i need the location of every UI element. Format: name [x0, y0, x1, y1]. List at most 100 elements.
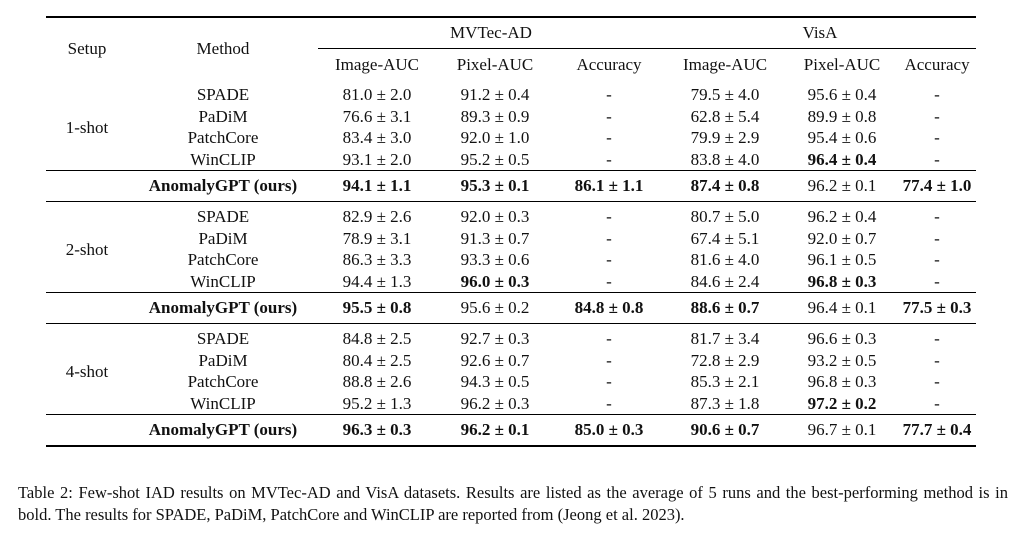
- value-cell: -: [606, 350, 612, 370]
- table-row: WinCLIP 94.4 ± 1.3 96.0 ± 0.3 - 84.6 ± 2.4 96…: [46, 271, 976, 293]
- method-cell: PaDiM: [198, 350, 248, 370]
- value-cell: -: [898, 323, 977, 350]
- value-cell: 96.2 ± 0.1: [786, 170, 899, 202]
- value-cell: 96.2 ± 0.4: [786, 201, 899, 228]
- value-cell: -: [554, 201, 665, 228]
- value-cell: -: [606, 128, 612, 148]
- header-method: Method: [128, 16, 318, 80]
- value-cell: 95.2 ± 0.5: [460, 149, 530, 169]
- value-cell: 81.6 ± 4.0: [690, 250, 760, 270]
- value-cell: 92.0 ± 1.0: [460, 128, 530, 148]
- value-cell: 77.5 ± 0.3: [898, 292, 977, 324]
- value-cell: -: [934, 350, 940, 370]
- value-cell: 95.6 ± 0.2: [436, 292, 554, 324]
- value-cell: 86.1 ± 1.1: [554, 170, 665, 202]
- value-cell: -: [606, 228, 612, 248]
- value-cell: 95.4 ± 0.6: [807, 128, 877, 148]
- method-cell: AnomalyGPT (ours): [128, 170, 318, 202]
- value-cell: -: [934, 106, 940, 126]
- value-cell: -: [934, 393, 940, 413]
- method-cell: SPADE: [196, 85, 250, 105]
- value-cell: 79.5 ± 4.0: [690, 85, 760, 105]
- value-cell: 96.8 ± 0.3: [807, 372, 877, 392]
- table-row-ours: AnomalyGPT (ours) 94.1 ± 1.1 95.3 ± 0.1 86.…: [46, 170, 977, 202]
- value-cell: 96.2 ± 0.1: [436, 414, 554, 447]
- value-cell: -: [934, 149, 940, 169]
- value-cell: -: [934, 85, 940, 105]
- value-cell: 67.4 ± 5.1: [690, 228, 760, 248]
- results-table: Setup Method MVTec-AD VisA Image-AUC Pix…: [46, 16, 977, 447]
- value-cell: 95.6 ± 0.4: [807, 85, 877, 105]
- value-cell: -: [934, 271, 940, 291]
- value-cell: 96.4 ± 0.1: [786, 292, 899, 324]
- value-cell: -: [934, 228, 940, 248]
- value-cell: 91.2 ± 0.4: [460, 85, 530, 105]
- value-cell: 89.9 ± 0.8: [807, 106, 877, 126]
- value-cell: 96.8 ± 0.3: [807, 271, 877, 291]
- value-cell: 72.8 ± 2.9: [690, 350, 760, 370]
- header-metric: Pixel-AUC: [803, 54, 881, 74]
- setup-cell-empty: [46, 170, 128, 202]
- table-row: PatchCore 88.8 ± 2.6 94.3 ± 0.5 - 85.3 ± 2.1…: [46, 371, 976, 393]
- method-cell: SPADE: [128, 201, 318, 228]
- table-row: 4-shot SPADE 84.8 ± 2.5 92.7 ± 0.3-81.7 ± 3…: [46, 323, 977, 415]
- value-cell: 62.8 ± 5.4: [690, 106, 760, 126]
- value-cell: 87.4 ± 0.8: [664, 170, 787, 202]
- method-cell: PatchCore: [187, 250, 259, 270]
- value-cell: -: [934, 372, 940, 392]
- value-cell: 92.7 ± 0.3: [436, 323, 554, 350]
- table-row: WinCLIP 93.1 ± 2.0 95.2 ± 0.5 - 83.8 ± 4.0 96…: [46, 149, 976, 171]
- value-cell: 85.0 ± 0.3: [554, 414, 665, 447]
- method-cell: AnomalyGPT (ours): [128, 292, 318, 324]
- value-cell: -: [934, 250, 940, 270]
- value-cell: -: [606, 250, 612, 270]
- value-cell: 93.2 ± 0.5: [807, 350, 877, 370]
- table-row: PaDiM 76.6 ± 3.1 89.3 ± 0.9 - 62.8 ± 5.4 89.9…: [46, 106, 976, 128]
- value-cell: 81.7 ± 3.4: [664, 323, 787, 350]
- header-metric: Image-AUC: [334, 54, 420, 74]
- setup-cell-empty: [46, 292, 128, 324]
- value-cell: 79.9 ± 2.9: [690, 128, 760, 148]
- value-cell: 85.3 ± 2.1: [690, 372, 760, 392]
- value-cell: 82.9 ± 2.6: [318, 201, 436, 228]
- value-cell: 93.3 ± 0.6: [460, 250, 530, 270]
- value-cell: 84.8 ± 2.5: [318, 323, 436, 350]
- value-cell: 86.3 ± 3.3: [342, 250, 412, 270]
- value-cell: -: [606, 106, 612, 126]
- value-cell: 84.6 ± 2.4: [690, 271, 760, 291]
- method-cell: AnomalyGPT (ours): [128, 414, 318, 447]
- value-cell: 90.6 ± 0.7: [664, 414, 787, 447]
- header-metric: Image-AUC: [683, 54, 768, 74]
- value-cell: 94.1 ± 1.1: [318, 170, 436, 202]
- header-metric: Accuracy: [576, 54, 642, 74]
- value-cell: 92.0 ± 0.3: [436, 201, 554, 228]
- table-caption: Table 2: Few-shot IAD results on MVTec-A…: [18, 483, 1008, 524]
- value-cell: 94.3 ± 0.5: [460, 372, 530, 392]
- value-cell: 94.4 ± 1.3: [342, 271, 412, 291]
- value-cell: 97.2 ± 0.2: [807, 393, 877, 413]
- method-cell: PatchCore: [187, 372, 259, 392]
- header-metric: Accuracy: [904, 54, 970, 74]
- value-cell: 83.8 ± 4.0: [690, 149, 760, 169]
- value-cell: 96.7 ± 0.1: [786, 414, 899, 447]
- value-cell: 88.6 ± 0.7: [664, 292, 787, 324]
- value-cell: 77.7 ± 0.4: [898, 414, 977, 447]
- value-cell: 84.8 ± 0.8: [554, 292, 665, 324]
- table-row: PatchCore 86.3 ± 3.3 93.3 ± 0.6 - 81.6 ± 4.0…: [46, 249, 976, 271]
- value-cell: -: [606, 149, 612, 169]
- method-cell: PaDiM: [198, 228, 248, 248]
- value-cell: 78.9 ± 3.1: [342, 228, 412, 248]
- value-cell: 96.6 ± 0.3: [786, 323, 899, 350]
- value-cell: 95.3 ± 0.1: [436, 170, 554, 202]
- value-cell: -: [898, 201, 977, 228]
- method-cell: WinCLIP: [190, 393, 256, 413]
- value-cell: 92.6 ± 0.7: [460, 350, 530, 370]
- method-cell: WinCLIP: [190, 271, 256, 291]
- setup-cell: 1-shot: [65, 117, 109, 137]
- table-body: 1-shot SPADE 81.0 ± 2.0 91.2 ± 0.4 - 79.5 ± 4…: [46, 80, 977, 447]
- value-cell: 91.3 ± 0.7: [460, 228, 530, 248]
- setup-cell-empty: [46, 414, 128, 447]
- value-cell: 92.0 ± 0.7: [807, 228, 877, 248]
- table-row: PaDiM 78.9 ± 3.1 91.3 ± 0.7 - 67.4 ± 5.1 92.0…: [46, 228, 976, 250]
- value-cell: -: [606, 372, 612, 392]
